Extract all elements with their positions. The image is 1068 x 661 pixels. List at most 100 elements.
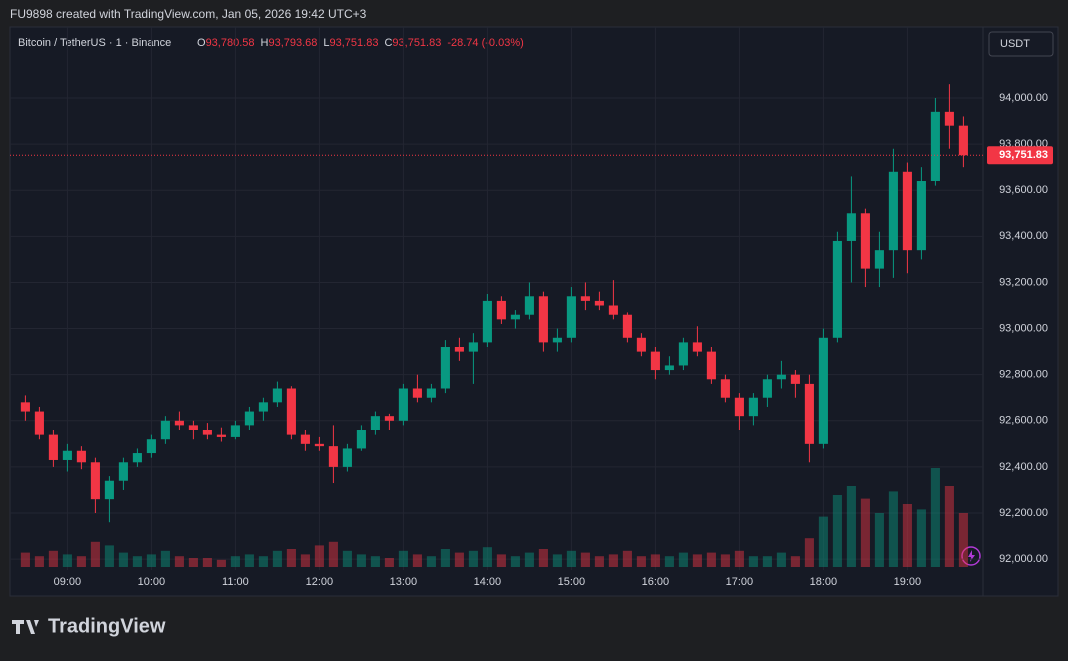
volume-bar (734, 550, 744, 567)
candle-body (524, 296, 534, 315)
ohlc-key: L (323, 37, 329, 49)
volume-bar (776, 552, 786, 567)
ohlc-value: 93,751.83 (392, 37, 441, 49)
volume-bar (818, 516, 828, 567)
candle-body (930, 111, 940, 182)
candle-body (426, 388, 436, 398)
candle-body (34, 411, 44, 435)
candle-body (510, 314, 520, 320)
candle-body (90, 462, 100, 500)
volume-bar (944, 486, 954, 567)
currency-button[interactable] (988, 31, 1054, 57)
candle-body (944, 111, 954, 126)
volume-bar (846, 486, 856, 567)
last-price-tag (987, 146, 1053, 165)
candle-body (720, 379, 730, 398)
volume-bar (216, 559, 226, 567)
candle-body (790, 374, 800, 384)
ohlc-value: -28.74 (-0.03%) (447, 37, 523, 49)
brand: TradingView (48, 615, 166, 637)
candle-body (258, 402, 268, 412)
volume-bar (902, 504, 912, 567)
alert-icon[interactable] (961, 546, 981, 566)
volume-bar (608, 554, 618, 567)
volume-bar (62, 554, 72, 567)
candle-body (48, 434, 58, 460)
candle-body (104, 480, 114, 500)
candle-body (804, 383, 814, 444)
candle-body (62, 450, 72, 460)
currency[interactable]: USDT (1000, 38, 1030, 50)
volume-bar (314, 545, 324, 567)
volume-bar (286, 549, 296, 567)
ohlc-value: 93,780.58 (206, 37, 255, 49)
volume-bar (160, 550, 170, 567)
candle-body (748, 397, 758, 417)
ohlc-key: O (197, 37, 206, 49)
volume-bar (804, 538, 814, 567)
volume-bar (412, 554, 422, 567)
ohlc-key: H (261, 37, 269, 49)
candle-body (860, 213, 870, 269)
candle-body (370, 416, 380, 431)
candle-body (706, 351, 716, 380)
candle-body (384, 416, 394, 421)
y-tick-label: 93,600.00 (999, 184, 1048, 196)
volume-bar (524, 552, 534, 567)
volume-bar (678, 552, 688, 567)
candle-body (832, 240, 842, 338)
volume-bar (90, 541, 100, 567)
candle-body (818, 337, 828, 444)
volume-bar (692, 554, 702, 567)
candle-body (188, 425, 198, 431)
volume-bar (76, 556, 86, 567)
y-tick-label: 92,000.00 (999, 553, 1048, 565)
last-price-label: 93,751.83 (999, 149, 1048, 161)
candle-body (300, 434, 310, 444)
volume-bar (244, 554, 254, 567)
candle-body (132, 453, 142, 463)
candle-body (160, 420, 170, 440)
candle-body (622, 314, 632, 338)
brand-logo (12, 620, 39, 634)
volume-bar (356, 554, 366, 567)
y-tick-label: 94,000.00 (999, 92, 1048, 104)
volume-bar (832, 495, 842, 567)
candle-body (678, 342, 688, 366)
ohlc-value: 93,751.83 (330, 37, 379, 49)
volume-bar (552, 554, 562, 567)
volume-bar (202, 558, 212, 567)
y-tick-label: 92,200.00 (999, 507, 1048, 519)
chart-panel (9, 26, 1059, 597)
candle-body (482, 300, 492, 343)
volume-bar (650, 554, 660, 567)
volume-bar (426, 556, 436, 567)
candle-body (174, 420, 184, 426)
candle-body (216, 434, 226, 437)
candle-body (664, 365, 674, 371)
candle-body (20, 402, 30, 412)
x-tick-label: 12:00 (306, 576, 334, 588)
x-tick-label: 15:00 (558, 576, 586, 588)
volume-bar (398, 550, 408, 567)
volume-bar (342, 550, 352, 567)
candle-body (874, 250, 884, 269)
x-tick-label: 11:00 (222, 576, 249, 588)
candle-body (916, 181, 926, 251)
volume-bar (762, 556, 772, 567)
y-tick-label: 93,200.00 (999, 276, 1048, 288)
candle-body (118, 462, 128, 481)
alert-icon-bolt (968, 550, 975, 562)
candle-body (412, 388, 422, 398)
candle-body (440, 347, 450, 389)
volume-bar (790, 556, 800, 567)
volume-bar (300, 554, 310, 567)
volume-bar (706, 552, 716, 567)
x-tick-label: 18:00 (810, 576, 838, 588)
x-tick-label: 19:00 (894, 576, 922, 588)
volume-bar (454, 552, 464, 567)
candle-body (146, 439, 156, 454)
volume-bar (384, 558, 394, 567)
volume-bar (930, 468, 940, 567)
